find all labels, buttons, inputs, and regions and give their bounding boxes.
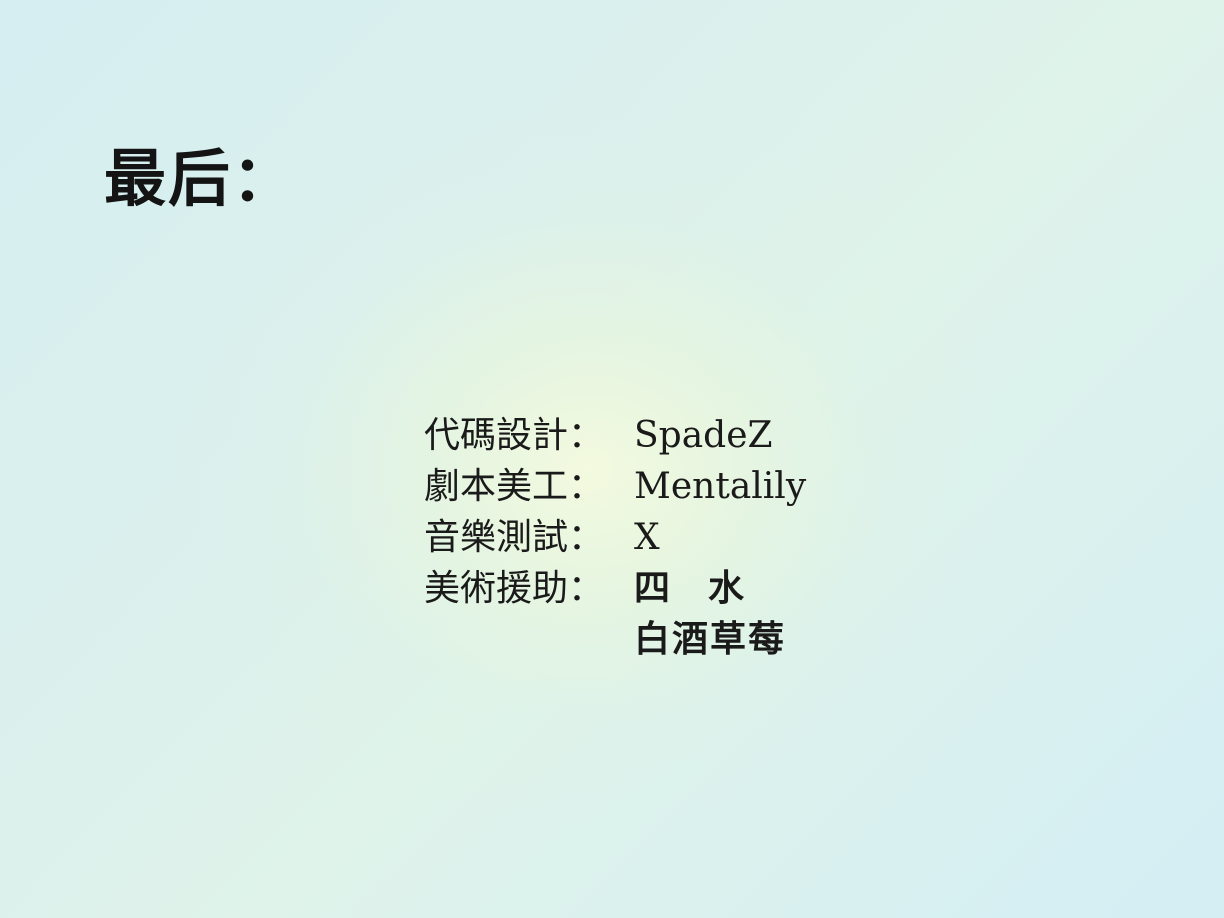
credit-name: 四水 xyxy=(634,567,783,609)
credit-role-music-testing: 音樂測試： xyxy=(424,517,605,558)
credit-name: 白酒草莓 xyxy=(634,618,787,660)
credit-name: SpadeZ xyxy=(634,415,773,456)
credit-name: Mentalily xyxy=(634,466,807,507)
credit-row-code: 代碼設計： SpadeZ xyxy=(424,410,844,461)
credit-names-script-art: Mentalily xyxy=(634,461,806,512)
credit-names-code: SpadeZ xyxy=(634,410,773,461)
credits-title: 最后： xyxy=(104,142,297,215)
credit-role-art-assistance: 美術援助： xyxy=(424,568,605,609)
credit-role-code: 代碼設計： xyxy=(424,415,605,456)
credit-row-art-assistance: 美術援助： 四水 白酒草莓 xyxy=(424,563,844,660)
credit-name: X xyxy=(634,517,660,558)
credit-names-art-assistance: 四水 白酒草莓 xyxy=(634,563,786,665)
credit-role-script-art: 劇本美工： xyxy=(424,466,605,507)
credits-list: 代碼設計： SpadeZ 劇本美工： Mentalily 音樂測試： X 美術援… xyxy=(424,410,844,660)
credit-row-script-art: 劇本美工： Mentalily xyxy=(424,461,844,512)
credit-row-music-testing: 音樂測試： X xyxy=(424,512,844,563)
credit-names-music-testing: X xyxy=(634,512,660,563)
